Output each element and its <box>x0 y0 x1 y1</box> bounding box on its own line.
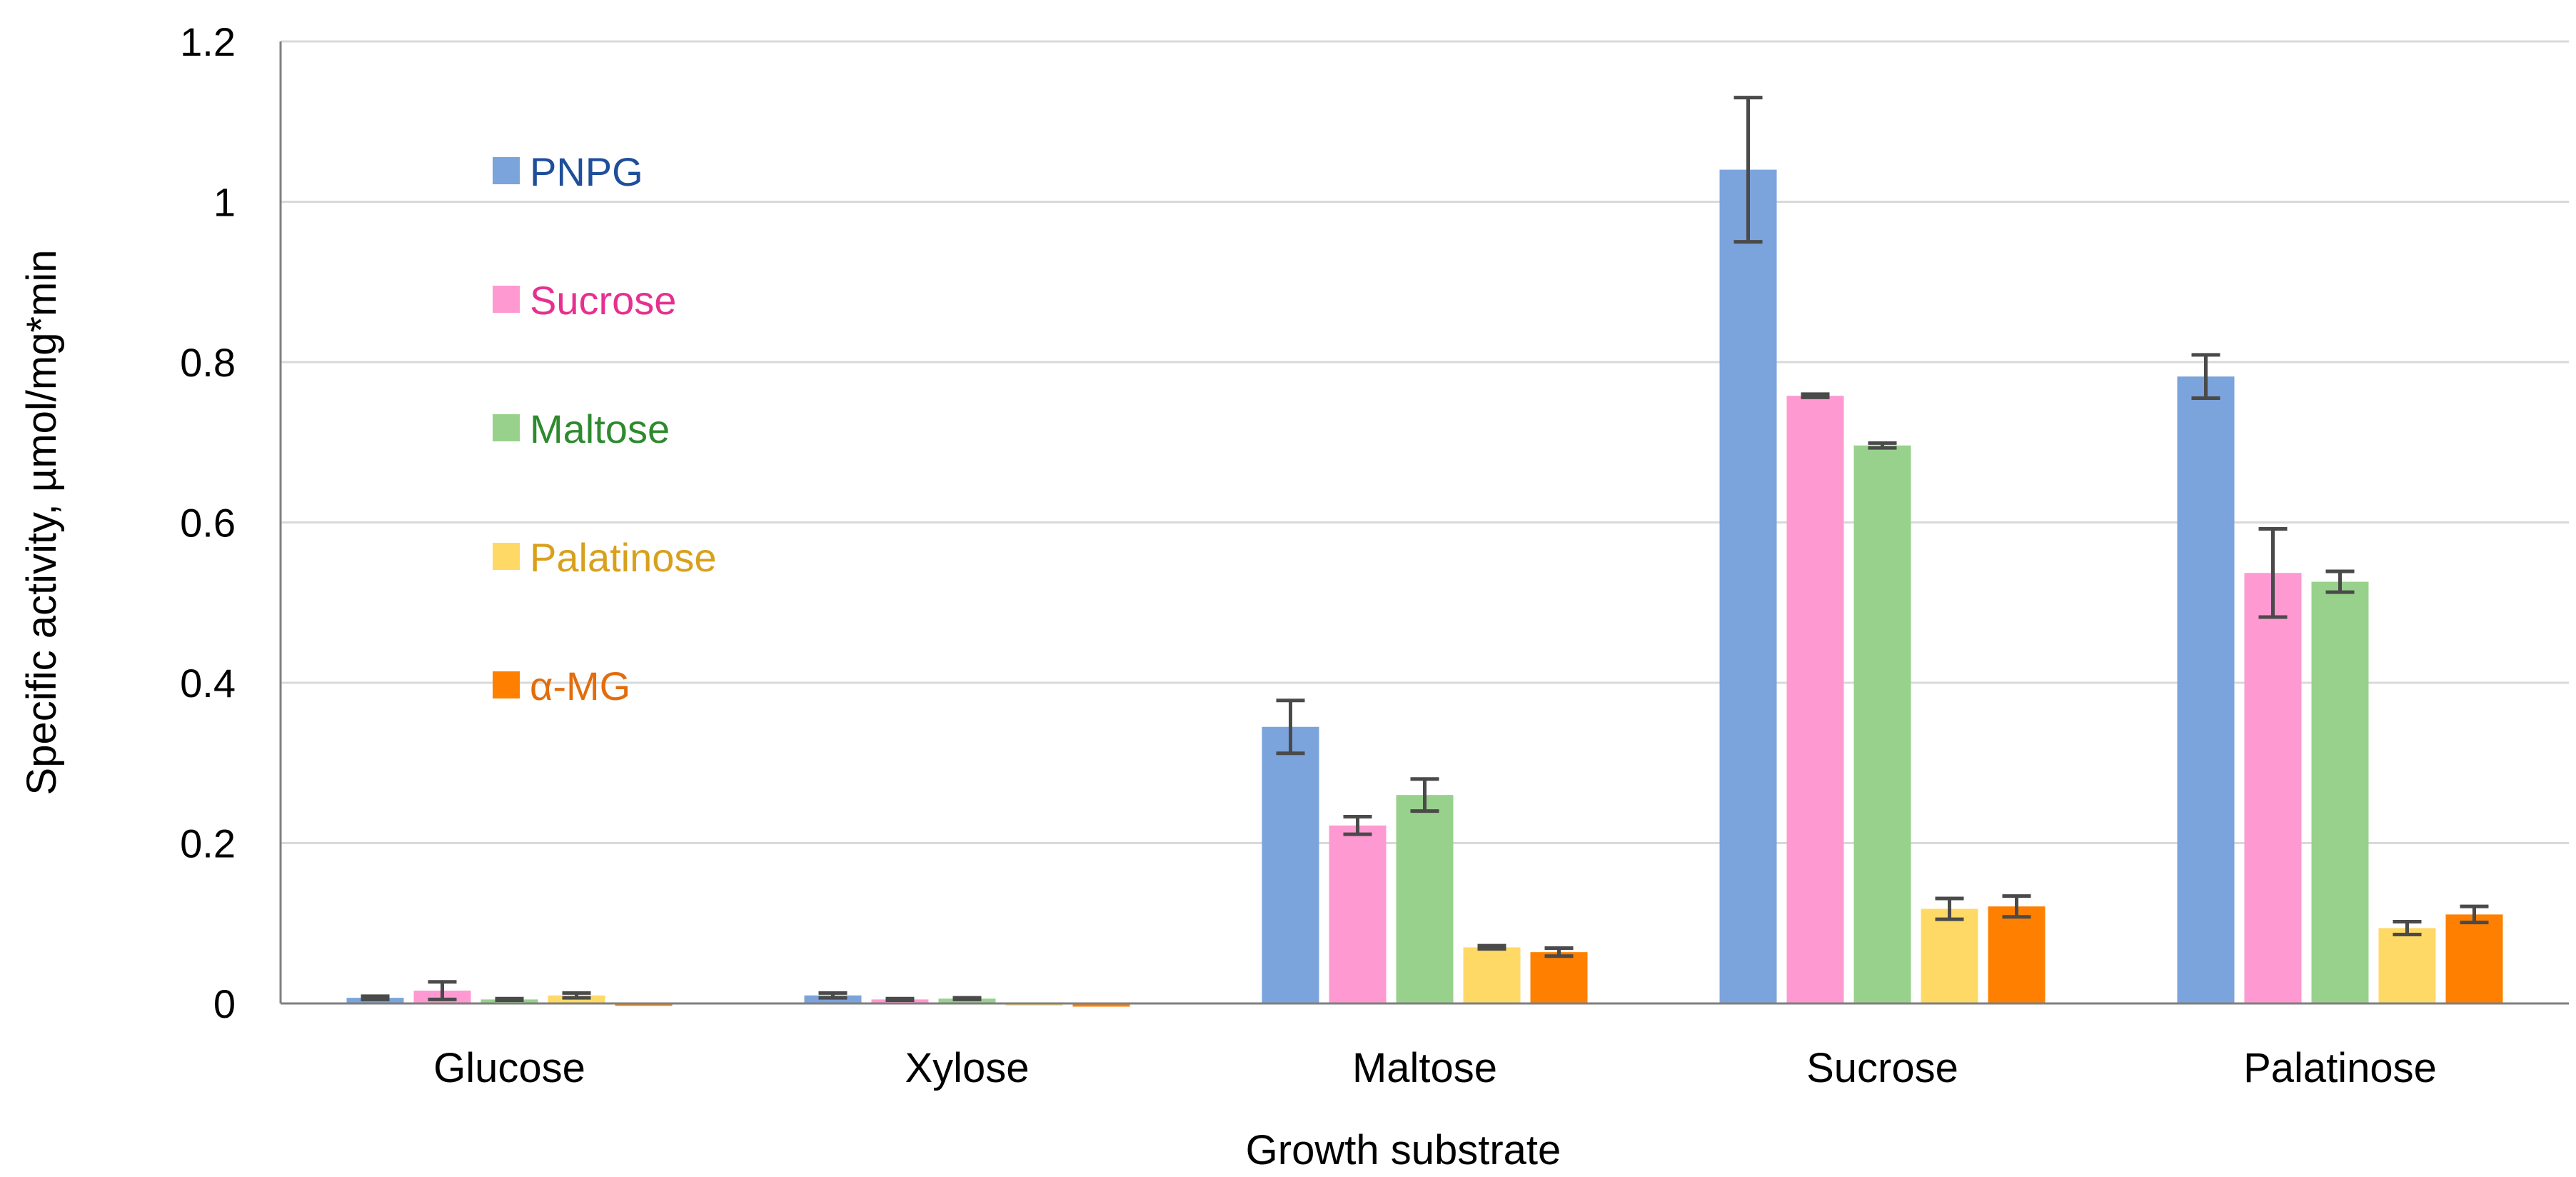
legend-swatch <box>493 671 520 698</box>
bar-sucrose-pnpg <box>1719 169 1777 1004</box>
bar-maltose-palatinose <box>1463 947 1521 1003</box>
bar-maltose-sucrose <box>1329 825 1387 1003</box>
legend-swatch <box>493 286 520 313</box>
error-bar <box>952 996 982 1001</box>
y-tick-label: 0.8 <box>180 340 236 385</box>
y-tick-label: 1.2 <box>180 19 236 64</box>
legend-label: Maltose <box>530 406 670 451</box>
bar-xylose-mg <box>1072 1003 1130 1007</box>
legend: PNPG Sucrose Maltose Palatinose α-MG <box>493 149 717 708</box>
x-axis-title: Growth substrate <box>1246 1127 1561 1173</box>
error-bar <box>1734 96 1763 244</box>
bar-palatinose-maltose <box>2311 581 2369 1003</box>
error-bar <box>495 996 524 1003</box>
legend-label: Sucrose <box>530 278 676 323</box>
bar-maltose-maltose <box>1396 795 1454 1003</box>
bar-palatinose-sucrose <box>2244 573 2302 1003</box>
y-tick-label: 0.4 <box>180 661 236 706</box>
bar-sucrose-maltose <box>1853 445 1911 1003</box>
legend-label: PNPG <box>530 149 643 194</box>
error-bar <box>1477 943 1506 951</box>
x-tick-label: Xylose <box>905 1045 1029 1091</box>
bar-palatinose-pnpg <box>2177 376 2235 1003</box>
error-bar <box>1343 814 1372 836</box>
bar-palatinose-palatinose <box>2378 928 2436 1003</box>
legend-swatch <box>493 543 520 570</box>
x-tick-label: Sucrose <box>1806 1045 1958 1091</box>
bar-sucrose-sucrose <box>1786 396 1844 1003</box>
error-bar <box>818 991 847 1000</box>
y-axis-title: Specific activity, µmol/mg*min <box>19 250 65 796</box>
error-bar <box>2258 526 2288 619</box>
error-bar <box>428 980 457 1001</box>
legend-label: Palatinose <box>530 535 717 580</box>
error-bar <box>2002 894 2031 919</box>
error-bar <box>1410 777 1439 813</box>
error-bar <box>2393 920 2422 936</box>
error-bar <box>2191 353 2220 401</box>
bar-maltose-pnpg <box>1262 726 1319 1003</box>
error-bar <box>2460 904 2489 925</box>
error-bar <box>1276 698 1305 756</box>
error-bar <box>361 994 390 1001</box>
error-bar <box>885 996 915 1003</box>
bar-palatinose-mg <box>2445 914 2503 1003</box>
bar-glucose-mg <box>615 1003 673 1006</box>
y-tick-label: 0.6 <box>180 501 236 546</box>
y-tick-label: 0.2 <box>180 821 236 866</box>
y-tick-labels: 0 0.2 0.4 0.6 0.8 1 1.2 <box>180 19 236 1026</box>
legend-label: α-MG <box>530 663 630 708</box>
x-tick-label: Glucose <box>433 1045 585 1091</box>
error-bar <box>1544 946 1574 958</box>
error-bar <box>1801 392 1830 399</box>
x-tick-labels: Glucose Xylose Maltose Sucrose Palatinose <box>433 1045 2437 1091</box>
error-bar <box>562 991 591 1000</box>
y-tick-label: 0 <box>213 981 236 1026</box>
x-tick-label: Maltose <box>1352 1045 1497 1091</box>
bars <box>346 169 2503 1007</box>
bar-sucrose-mg <box>1988 906 2046 1003</box>
bar-sucrose-palatinose <box>1921 908 1978 1003</box>
legend-swatch <box>493 157 520 184</box>
error-bar <box>2325 569 2355 594</box>
error-bar <box>1935 896 1964 921</box>
error-bars <box>361 96 2489 1003</box>
legend-swatch <box>493 414 520 441</box>
x-tick-label: Palatinose <box>2243 1045 2437 1091</box>
error-bar <box>1868 441 1897 450</box>
y-tick-label: 1 <box>213 180 236 225</box>
bar-maltose-mg <box>1530 952 1588 1003</box>
